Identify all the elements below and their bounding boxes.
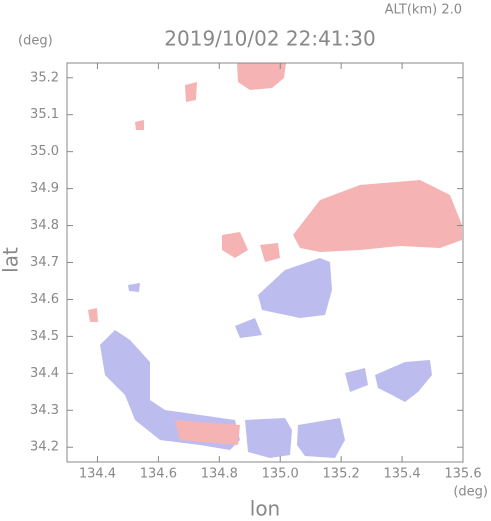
y-tick-label: 34.7	[30, 255, 59, 270]
y-tick-label: 34.5	[30, 329, 59, 344]
x-tick-label: 135.6	[444, 467, 481, 482]
x-tick-label: 134.4	[79, 467, 116, 482]
y-tick-label: 34.6	[30, 292, 59, 307]
y-tick-label: 34.8	[30, 218, 59, 233]
altitude-label: ALT(km) 2.0	[385, 3, 462, 18]
y-axis-label: lat	[0, 247, 23, 273]
plot-frame	[66, 62, 464, 463]
x-unit: (deg)	[453, 485, 488, 500]
chart-title: 2019/10/02 22:41:30	[164, 27, 375, 51]
x-tick-label: 135.2	[323, 467, 360, 482]
y-tick-label: 34.2	[30, 440, 59, 455]
y-unit: (deg)	[18, 34, 53, 49]
y-tick-label: 34.9	[30, 181, 59, 196]
x-tick-label: 134.6	[140, 467, 177, 482]
y-tick-label: 34.3	[30, 403, 59, 418]
x-tick-label: 134.8	[201, 467, 238, 482]
x-tick-label: 135.4	[383, 467, 420, 482]
y-tick-label: 34.4	[30, 366, 59, 381]
x-axis-label: lon	[250, 497, 280, 521]
y-tick-label: 35.2	[30, 70, 59, 85]
echo-field	[88, 63, 462, 458]
y-tick-label: 35.0	[30, 144, 59, 159]
y-tick-label: 35.1	[30, 107, 59, 122]
x-tick-label: 135.0	[262, 467, 299, 482]
